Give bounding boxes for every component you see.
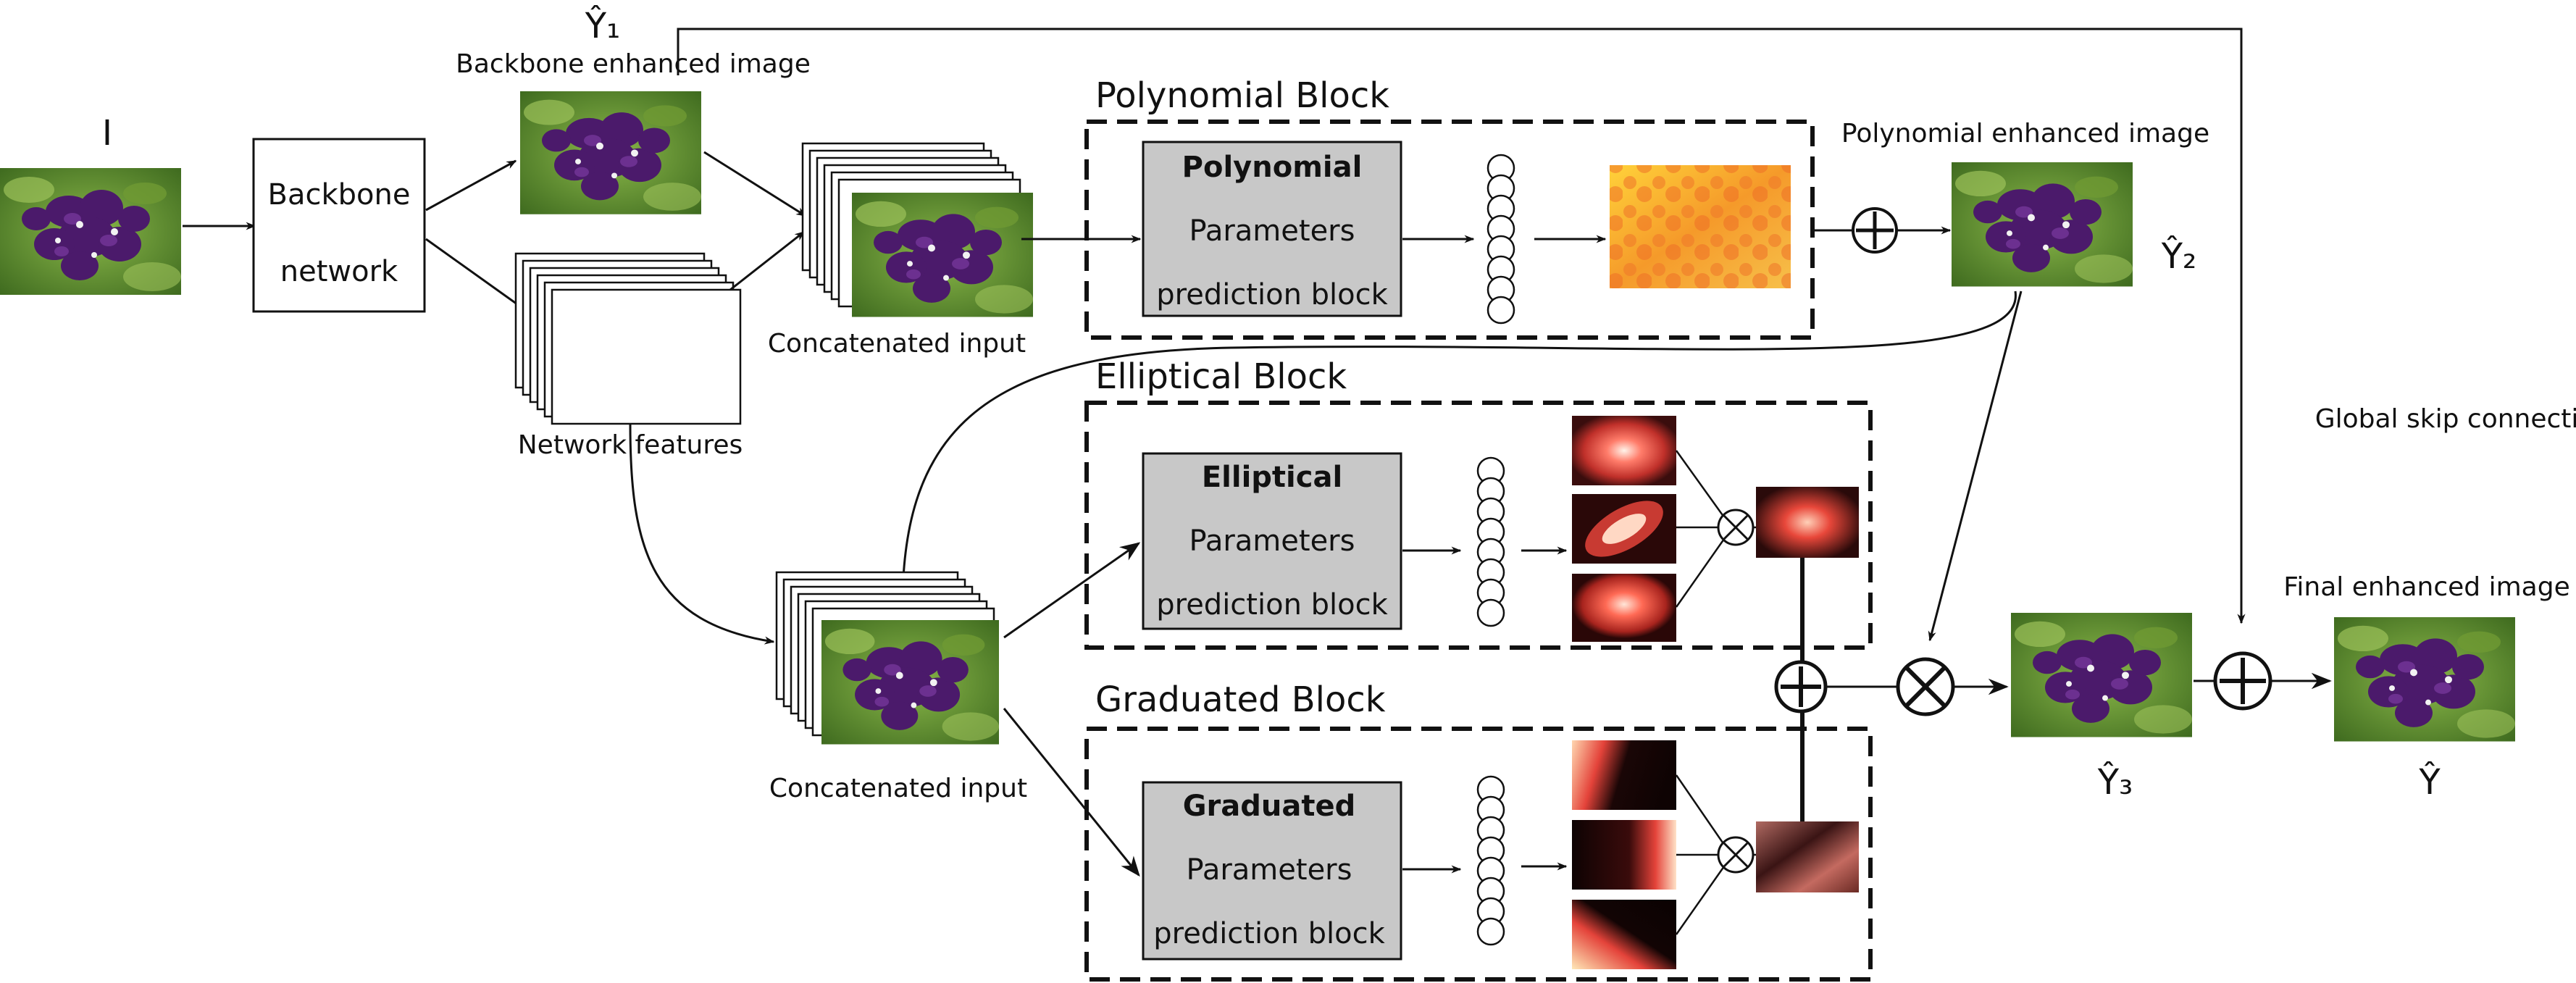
graduated-param-box	[1142, 781, 1402, 961]
line-ellip1-to-mult	[1675, 450, 1726, 518]
line-grad3-to-mult	[1675, 866, 1726, 935]
y1-symbol: Ŷ₁	[585, 5, 621, 46]
polynomial-map-image	[1610, 165, 1791, 288]
arrow-y2-to-concat2	[898, 290, 2017, 623]
line-ellip3-to-mult	[1675, 538, 1726, 608]
elliptical-param-vector	[1476, 456, 1505, 627]
line-grad1-to-mult	[1675, 774, 1726, 845]
graduated-param-bold: Graduated	[1183, 790, 1356, 823]
graduated-output-map	[1756, 821, 1859, 892]
elliptical-param-line3: prediction block	[1156, 588, 1388, 622]
polynomial-param-bold: Polynomial	[1182, 151, 1363, 184]
backbone-label-line2: network	[280, 255, 398, 288]
arrow-backbone-to-y1	[425, 159, 517, 212]
polynomial-add-icon	[1852, 207, 1898, 254]
concat-input-1-image	[852, 193, 1033, 317]
concat-input-2-image	[821, 620, 999, 745]
arrow-features-to-concat2	[629, 424, 775, 645]
graduated-map-1	[1572, 740, 1676, 810]
y3-symbol: Ŷ₃	[2097, 761, 2133, 803]
graduated-map-3	[1572, 900, 1676, 969]
y-final-symbol: Ŷ	[2418, 761, 2441, 803]
arrow-features-to-concat1	[729, 230, 806, 291]
polynomial-param-box	[1142, 141, 1402, 317]
final-image	[2334, 617, 2515, 742]
arrow-concat2-to-graduated	[1003, 708, 1140, 877]
global-skip-line	[677, 28, 2246, 624]
backbone-network-box	[252, 138, 426, 313]
elliptical-param-box	[1142, 452, 1402, 630]
polynomial-block-title: Polynomial Block	[1095, 75, 1389, 116]
graduated-param-vector	[1476, 775, 1505, 946]
sum-icon	[1774, 660, 1828, 714]
final-enhanced-label: Final enhanced image	[2283, 572, 2569, 602]
concat-input-2-label: Concatenated input	[769, 774, 1027, 803]
graduated-multiply-icon	[1717, 836, 1755, 874]
y3-image	[2011, 613, 2192, 737]
polynomial-param-vector	[1486, 154, 1515, 325]
concat-input-1-label: Concatenated input	[768, 329, 1026, 359]
graduated-param-line3: prediction block	[1153, 917, 1385, 950]
elliptical-multiply-icon	[1717, 509, 1755, 546]
network-features-stack	[514, 252, 742, 425]
final-multiply-icon	[1896, 657, 1955, 716]
ellipse-map-1	[1572, 416, 1676, 485]
elliptical-param-bold: Elliptical	[1202, 461, 1342, 494]
elliptical-output-map	[1756, 487, 1859, 558]
backbone-enhanced-label: Backbone enhanced image	[456, 49, 811, 79]
graduated-map-2	[1572, 820, 1676, 890]
elliptical-param-line2: Parameters	[1189, 524, 1355, 558]
global-skip-label: Global skip connection	[2315, 404, 2576, 434]
input-symbol: I	[102, 113, 112, 154]
arrow-backbone-to-features	[425, 238, 529, 313]
arrow-y1-to-concat1	[703, 151, 807, 217]
ellipse-map-2	[1572, 494, 1676, 564]
arrow-y2-to-multiply	[1928, 290, 2023, 642]
arrow-concat2-to-elliptical	[1003, 542, 1141, 639]
elliptical-block-frame	[1084, 401, 1873, 650]
graduated-param-line2: Parameters	[1187, 853, 1352, 887]
y2-image	[1952, 162, 2133, 287]
y1-image	[520, 91, 701, 214]
input-image	[0, 168, 181, 295]
final-add-icon	[2213, 651, 2272, 711]
graduated-block-title: Graduated Block	[1095, 679, 1386, 720]
ellipse-map-3	[1572, 574, 1676, 642]
polynomial-param-line3: prediction block	[1156, 278, 1388, 311]
backbone-label-line1: Backbone	[268, 178, 411, 212]
elliptical-block-title: Elliptical Block	[1095, 356, 1347, 397]
polynomial-param-line2: Parameters	[1189, 214, 1355, 248]
polynomial-enhanced-label: Polynomial enhanced image	[1841, 119, 2209, 149]
y2-symbol: Ŷ₂	[2161, 235, 2197, 277]
